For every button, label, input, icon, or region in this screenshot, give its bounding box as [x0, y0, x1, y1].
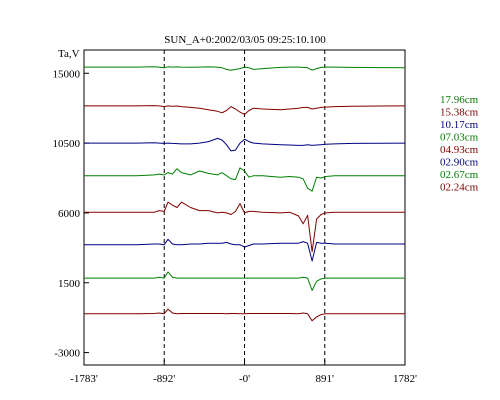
y-tick-label-0: 15000	[53, 68, 81, 80]
x-axis: -1783' -892' -0' 891' 1782'	[70, 360, 417, 385]
legend-entry-7: 02.24cm	[440, 182, 479, 194]
series-line-02.67cm	[84, 271, 405, 291]
series-line-07.03cm	[84, 167, 405, 192]
y-tick-label-2: 6000	[58, 208, 81, 220]
series-line-04.93cm	[84, 201, 405, 253]
legend-entry-5: 02.90cm	[440, 157, 479, 169]
legend-entry-1: 15.38cm	[440, 107, 479, 119]
x-tick-label-3: 891'	[316, 373, 335, 385]
x-tick-label-0: -1783'	[70, 373, 98, 385]
x-tick-label-4: 1782'	[393, 373, 417, 385]
series-group	[84, 66, 406, 322]
dashed-reference-lines	[163, 50, 326, 365]
legend-entry-2: 10.17cm	[440, 119, 479, 131]
legend-entry-4: 04.93cm	[440, 144, 479, 156]
x-tick-label-1: -892'	[153, 373, 175, 385]
y-tick-label-4: -3000	[54, 348, 80, 360]
legend-entry-3: 07.03cm	[440, 132, 479, 144]
y-axis-label: Ta,V	[58, 48, 80, 60]
y-tick-label-1: 10500	[53, 138, 81, 150]
y-tick-label-3: 1500	[58, 278, 81, 290]
chart-title: SUN_A+0:2002/03/05 09:25:10.100	[164, 34, 326, 46]
x-tick-label-2: -0'	[239, 373, 250, 385]
series-line-02.24cm	[84, 308, 405, 322]
y-axis: 15000 10500 6000 1500 -3000	[53, 68, 89, 360]
series-line-02.90cm	[84, 238, 405, 262]
legend: 17.96cm15.38cm10.17cm07.03cm04.93cm02.90…	[440, 94, 479, 194]
series-line-10.17cm	[84, 137, 406, 152]
legend-entry-6: 02.67cm	[440, 169, 479, 181]
series-line-17.96cm	[84, 66, 406, 71]
series-line-15.38cm	[84, 105, 406, 115]
legend-entry-0: 17.96cm	[440, 94, 479, 106]
